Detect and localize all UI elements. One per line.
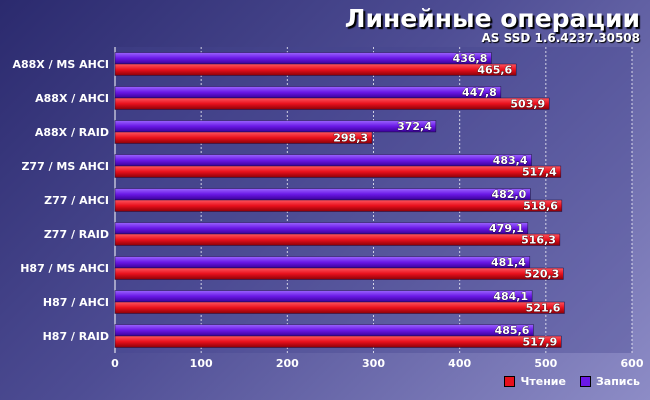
x-tick-label: 200 (276, 357, 299, 370)
data-label: 517,9 (522, 336, 557, 349)
data-label: 481,4 (491, 256, 526, 269)
legend-item-read: Чтение (504, 375, 566, 388)
legend-swatch-write (579, 376, 591, 387)
bar-write (114, 290, 533, 303)
bar-read (114, 267, 564, 280)
x-tick-label: 0 (111, 357, 119, 370)
x-tick-label: 400 (448, 357, 471, 370)
bar-read (114, 199, 563, 212)
category-label: Z77 / AHCI (44, 194, 109, 207)
bar-write (114, 52, 492, 65)
data-label: 372,4 (397, 120, 432, 133)
data-label: 517,4 (522, 166, 557, 179)
data-label: 465,6 (477, 64, 512, 77)
bar-write (114, 120, 437, 133)
data-label: 483,4 (493, 154, 528, 167)
x-tick-label: 600 (621, 357, 644, 370)
bar-read (114, 63, 517, 76)
bar-write (114, 86, 502, 99)
bar-write (114, 222, 529, 235)
category-label: A88X / AHCI (35, 92, 109, 105)
bar-write (114, 256, 531, 269)
bar-read (114, 165, 562, 178)
data-label: 521,6 (526, 302, 561, 315)
legend-label-read: Чтение (520, 375, 566, 388)
data-label: 520,3 (525, 268, 560, 281)
chart-title: Линейные операции (344, 4, 640, 33)
category-label: A88X / RAID (35, 126, 109, 139)
bar-write (114, 188, 531, 201)
legend-item-write: Запись (579, 375, 640, 388)
category-label: H87 / MS AHCI (20, 262, 109, 275)
data-label: 436,8 (453, 52, 488, 65)
bar-write (114, 154, 532, 167)
data-label: 479,1 (489, 222, 524, 235)
bar-read (114, 233, 561, 246)
data-label: 503,9 (510, 98, 545, 111)
category-label: H87 / RAID (43, 330, 109, 343)
legend-swatch-read (504, 376, 516, 387)
x-tick-label: 500 (534, 357, 557, 370)
data-label: 485,6 (495, 324, 530, 337)
data-label: 447,8 (462, 86, 497, 99)
category-label: A88X / MS AHCI (12, 58, 109, 71)
bar-read (114, 301, 565, 314)
legend: Чтение Запись (504, 375, 640, 388)
bar-write (114, 324, 534, 337)
chart-subtitle: AS SSD 1.6.4237.30508 (481, 31, 640, 45)
data-label: 298,3 (333, 132, 368, 145)
data-label: 516,3 (521, 234, 556, 247)
x-tick-label: 100 (190, 357, 213, 370)
category-label: Z77 / MS AHCI (21, 160, 109, 173)
bar-read (114, 335, 562, 348)
data-label: 482,0 (492, 188, 527, 201)
data-label: 484,1 (493, 290, 528, 303)
category-label: H87 / AHCI (43, 296, 109, 309)
category-label: Z77 / RAID (44, 228, 109, 241)
data-label: 518,6 (523, 200, 558, 213)
x-tick-label: 300 (362, 357, 385, 370)
bar-read (114, 97, 550, 110)
legend-label-write: Запись (595, 375, 640, 388)
bar-read (114, 131, 373, 144)
